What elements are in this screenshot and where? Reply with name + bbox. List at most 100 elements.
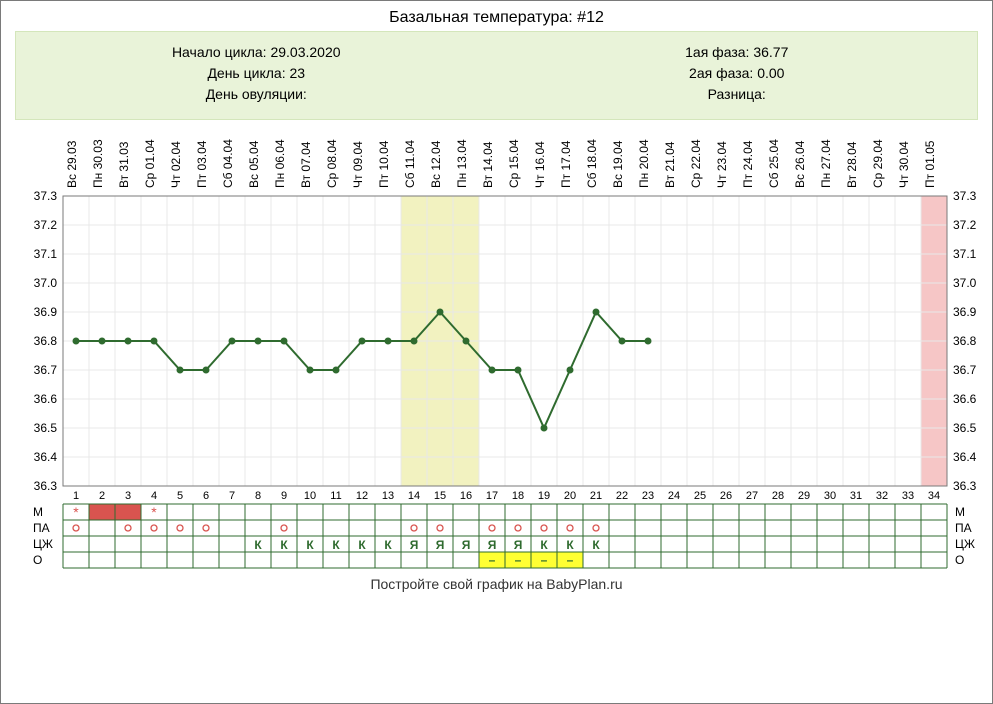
day-number: 32 (876, 490, 888, 502)
info-left: Начало цикла: 29.03.2020 День цикла: 23 … (16, 42, 497, 105)
temperature-point (541, 425, 548, 432)
day-number: 5 (177, 490, 183, 502)
pa-mark (437, 525, 443, 531)
date-label: Вс 12.04 (429, 140, 443, 188)
cz-mark: К (358, 538, 366, 552)
date-label: Чт 02.04 (169, 141, 183, 188)
temperature-point (177, 367, 184, 374)
info-phase1: 1ая фаза: 36.77 (497, 42, 978, 63)
date-label: Ср 15.04 (507, 139, 521, 188)
date-label: Пн 20.04 (637, 139, 651, 188)
temperature-point (463, 338, 470, 345)
row-label-left: ЦЖ (33, 537, 53, 551)
day-number: 29 (798, 490, 810, 502)
y-tick-right: 36.4 (953, 450, 977, 464)
temperature-point (593, 309, 600, 316)
pa-mark (515, 525, 521, 531)
day-number: 7 (229, 490, 235, 502)
day-number: 18 (512, 490, 524, 502)
y-tick-left: 36.7 (34, 363, 58, 377)
y-tick-left: 37.3 (34, 189, 58, 203)
y-tick-right: 37.3 (953, 189, 977, 203)
pa-mark (151, 525, 157, 531)
temperature-point (307, 367, 314, 374)
row-label-right: М (955, 505, 965, 519)
info-ovulation-day: День овуляции: (16, 84, 497, 105)
y-tick-right: 36.9 (953, 305, 977, 319)
day-number: 6 (203, 490, 209, 502)
date-label: Вт 21.04 (663, 141, 677, 188)
date-label: Вт 28.04 (845, 141, 859, 188)
day-number: 15 (434, 490, 446, 502)
pa-mark (177, 525, 183, 531)
day-number: 34 (928, 490, 940, 502)
date-label: Ср 08.04 (325, 139, 339, 188)
pa-mark (125, 525, 131, 531)
row-label-right: ЦЖ (955, 537, 975, 551)
row-label-left: М (33, 505, 43, 519)
day-number: 19 (538, 490, 550, 502)
y-tick-right: 36.5 (953, 421, 977, 435)
y-tick-left: 36.3 (34, 479, 58, 493)
info-phase2: 2ая фаза: 0.00 (497, 63, 978, 84)
temperature-point (125, 338, 132, 345)
date-label: Пн 06.04 (273, 139, 287, 188)
o-mark: – (567, 553, 574, 567)
temperature-point (333, 367, 340, 374)
cz-mark: Я (410, 538, 419, 552)
cz-mark: К (306, 538, 314, 552)
y-tick-left: 37.0 (34, 276, 58, 290)
date-label: Чт 30.04 (897, 141, 911, 188)
y-tick-left: 37.1 (34, 247, 58, 261)
o-mark: – (515, 553, 522, 567)
date-label: Сб 25.04 (767, 139, 781, 188)
temperature-point (567, 367, 574, 374)
date-label: Пн 30.03 (91, 139, 105, 188)
temperature-point (73, 338, 80, 345)
date-label: Вт 07.04 (299, 141, 313, 188)
day-number: 27 (746, 490, 758, 502)
pa-mark (411, 525, 417, 531)
temperature-point (203, 367, 210, 374)
date-label: Пн 27.04 (819, 139, 833, 188)
info-cycle-start: Начало цикла: 29.03.2020 (16, 42, 497, 63)
date-label: Пт 10.04 (377, 140, 391, 188)
temperature-point (151, 338, 158, 345)
day-number: 30 (824, 490, 836, 502)
chart-title: Базальная температура: #12 (11, 9, 982, 27)
y-tick-right: 36.3 (953, 479, 977, 493)
row-label-left: ПА (33, 521, 50, 535)
date-label: Пт 24.04 (741, 140, 755, 188)
y-tick-left: 36.5 (34, 421, 58, 435)
y-tick-right: 37.1 (953, 247, 977, 261)
date-label: Ср 01.04 (143, 139, 157, 188)
date-label: Чт 09.04 (351, 141, 365, 188)
y-tick-left: 36.6 (34, 392, 58, 406)
cz-mark: К (332, 538, 340, 552)
date-label: Чт 23.04 (715, 141, 729, 188)
day-number: 22 (616, 490, 628, 502)
date-label: Чт 16.04 (533, 141, 547, 188)
day-number: 2 (99, 490, 105, 502)
pa-mark (541, 525, 547, 531)
pa-mark (73, 525, 79, 531)
temperature-point (489, 367, 496, 374)
cz-mark: Я (462, 538, 471, 552)
info-cycle-day: День цикла: 23 (16, 63, 497, 84)
date-label: Пн 13.04 (455, 139, 469, 188)
temperature-point (255, 338, 262, 345)
temperature-point (359, 338, 366, 345)
row-label-left: О (33, 553, 42, 567)
pa-mark (281, 525, 287, 531)
m-star: * (151, 504, 157, 520)
date-label: Сб 18.04 (585, 139, 599, 188)
day-number: 10 (304, 490, 316, 502)
day-number: 12 (356, 490, 368, 502)
date-label: Вс 26.04 (793, 140, 807, 188)
o-mark: – (541, 553, 548, 567)
temperature-point (411, 338, 418, 345)
date-label: Вс 19.04 (611, 140, 625, 188)
y-tick-right: 37.0 (953, 276, 977, 290)
cz-mark: К (254, 538, 262, 552)
pa-mark (203, 525, 209, 531)
